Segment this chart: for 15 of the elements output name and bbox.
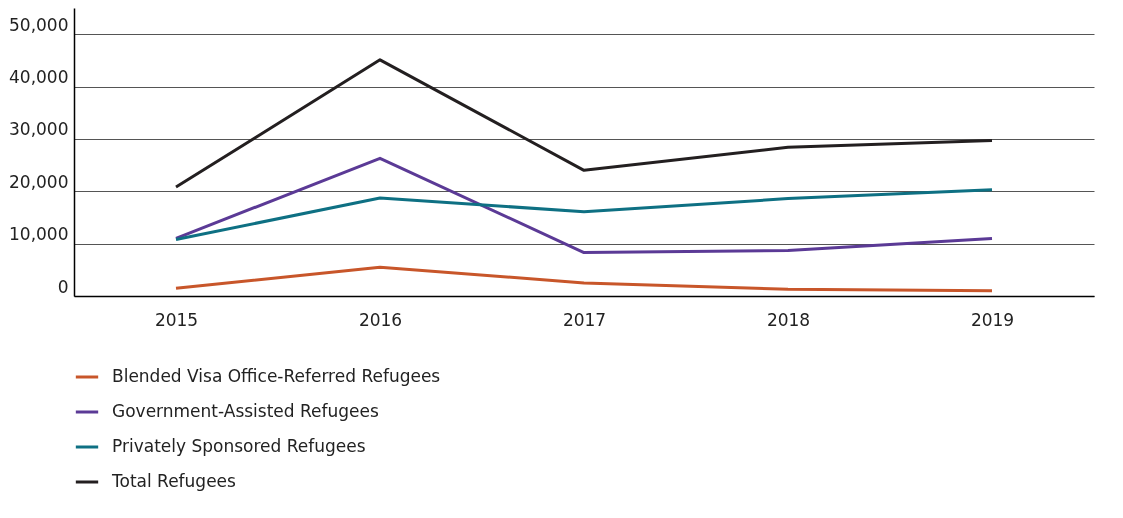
legend-label: Total Refugees [111,471,237,491]
y-tick-label: 0 [57,276,69,297]
y-tick-label: 50,000 [9,14,69,35]
y-tick-label: 40,000 [9,67,69,88]
legend-label: Blended Visa Office-Referred Refugees [112,366,441,386]
x-tick-label: 2018 [766,309,811,330]
y-tick-label: 30,000 [9,119,69,140]
x-tick-label: 2017 [562,309,607,330]
y-tick-label: 10,000 [9,224,69,245]
x-tick-label: 2016 [358,309,403,330]
x-tick-label: 2015 [154,309,199,330]
x-tick-label: 2019 [970,309,1015,330]
y-tick-label: 20,000 [9,171,69,192]
legend-label: Privately Sponsored Refugees [112,436,366,456]
legend-label: Government-Assisted Refugees [112,401,379,421]
